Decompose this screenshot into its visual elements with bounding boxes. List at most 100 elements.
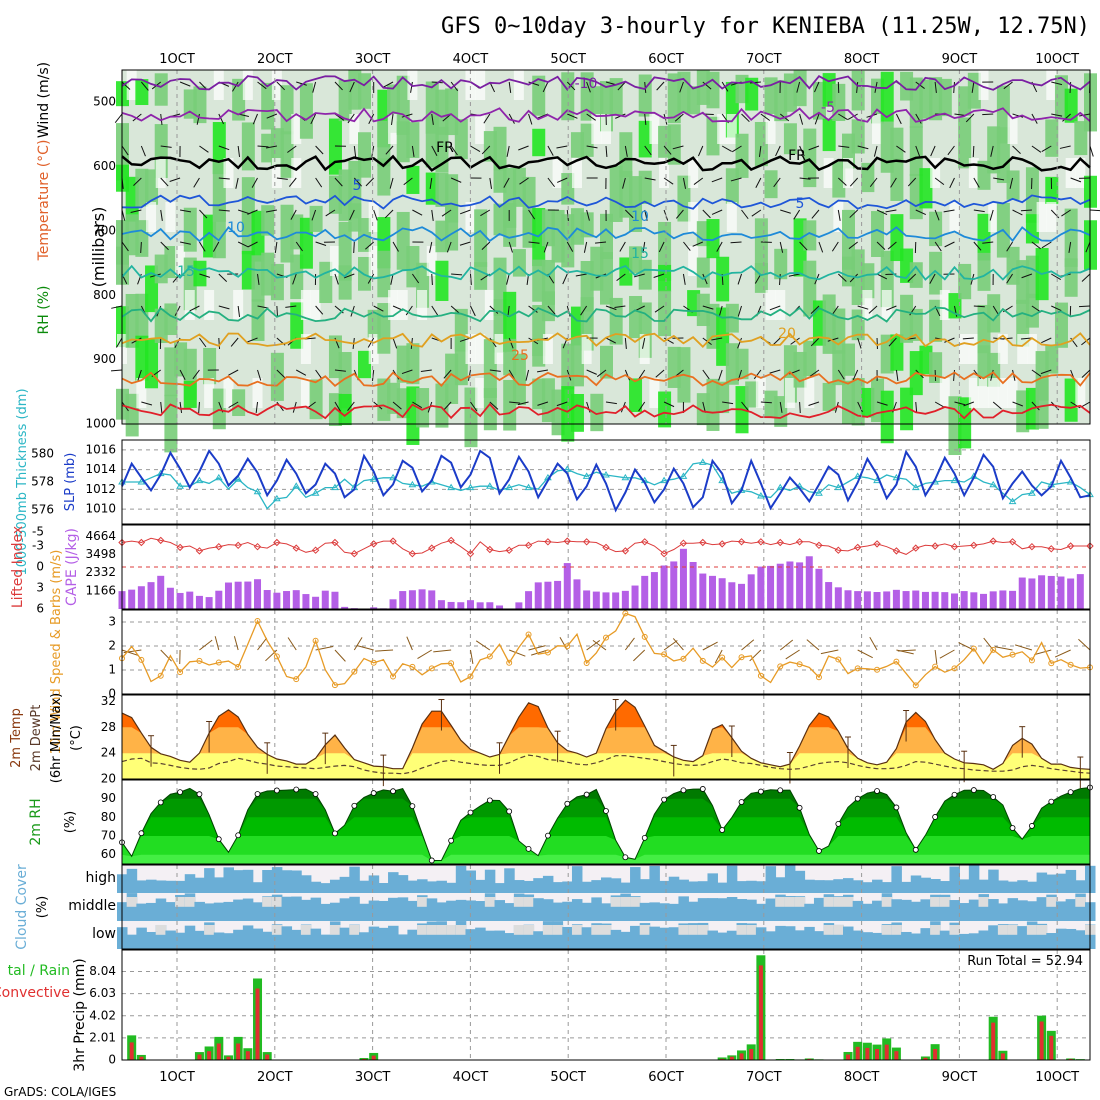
wind-barb [693,177,704,185]
wind-barb [508,241,513,253]
isotherm-label: -10 [575,76,598,92]
li-marker [157,536,165,545]
cloud-cell [320,903,331,921]
cape-bar [525,591,533,609]
precip-axis-label: 3hr Precip (mm) [72,958,88,1071]
wind-barb [896,145,906,153]
cloud-cell [271,894,283,921]
precip-total-bar [717,1057,727,1060]
cloud-cell [968,933,980,949]
dry-cell [271,70,282,100]
cloud-level-label: high [85,870,116,886]
wind10-marker [157,672,164,679]
li-marker [679,539,688,547]
temp-axis-label-4: (°C) [69,725,84,751]
thickness-tick-label: 578 [31,475,54,489]
wind-barb [934,401,945,408]
cloud-cell [281,896,293,921]
wind-barb [852,369,859,381]
cloud-cell [717,882,728,893]
wind-barb [1089,145,1094,157]
wind-barb [412,209,423,216]
cape-bar [496,605,504,609]
rh-cell [774,248,788,280]
wind-barb [257,145,269,148]
wind-barb [624,145,628,157]
rh-marker [448,837,455,844]
wind-barb [586,209,590,221]
wind-barb [285,305,297,308]
dry-cell [581,334,592,364]
rh-cell [164,303,178,336]
li-tick-label: 6 [36,602,44,616]
slp-line [121,448,1091,513]
cloud-cell [446,882,457,893]
cloud-cell [184,893,196,921]
cloud-cell [136,927,147,949]
rh-cell [667,124,681,165]
cape-bar [389,599,397,609]
thickness-marker [853,472,862,479]
rh-marker [757,788,764,795]
x-axis-top-label: 8OCT [844,52,880,67]
cloud-cell [300,924,312,949]
rh-marker [854,795,861,802]
cloud-cell [939,894,951,921]
dewpoint-line [121,754,1091,775]
rh-marker [816,848,822,854]
cape-bar [708,575,716,609]
dry-cell [978,378,989,408]
precip-conv-bar [265,1054,270,1060]
wind-barb [730,177,742,182]
wind-barb [947,145,955,156]
rh-cell [358,73,371,109]
cape-bar [863,591,871,609]
rh-cell [977,213,991,261]
wind-barb [672,145,684,150]
cloud-cell [310,928,322,949]
rh-cell [609,297,623,345]
rh-cell [658,264,672,292]
wind-barb [1012,209,1023,216]
li-marker [970,541,978,550]
cloud-cell [359,932,370,949]
thickness-marker [214,473,223,481]
rh-marker [332,830,338,837]
dry-cell [204,290,215,320]
wind-barb [179,369,186,380]
wind-barb [799,241,808,251]
rh-cell [871,211,885,257]
wind-barb [848,241,858,250]
rh-cell [261,82,275,130]
wind-barb [622,177,626,189]
cloud-cell [726,897,738,921]
rh-cell [1045,119,1059,157]
rh-marker [177,789,183,796]
cape-bar [815,568,823,609]
dry-cell [136,378,147,408]
cloud-cell [204,868,215,893]
wind-barb [373,209,378,221]
thickness-marker [369,475,378,482]
rh-cell [164,246,178,279]
cloud-cell [678,896,689,921]
isotherm-line [121,306,1091,323]
precip-conv-bar [729,1056,734,1060]
cape-bar [205,597,213,609]
rh-cell [706,219,720,259]
rh-cell [880,390,894,444]
wind-barb [365,241,375,250]
cape-bar [670,561,678,609]
rh-marker [777,787,784,794]
wind-barb [385,145,394,155]
rh-cell [638,170,652,204]
li-marker [950,542,959,551]
wind-barb [965,113,975,123]
cloud-cell [581,902,593,921]
rh-cell [851,119,865,154]
wind-barb [718,305,723,317]
wind-barb [711,337,723,341]
wind10-barb [334,649,346,662]
precip-conv-bar [207,1051,212,1060]
cape-axis-label: CAPE (J/kg) [64,528,80,606]
